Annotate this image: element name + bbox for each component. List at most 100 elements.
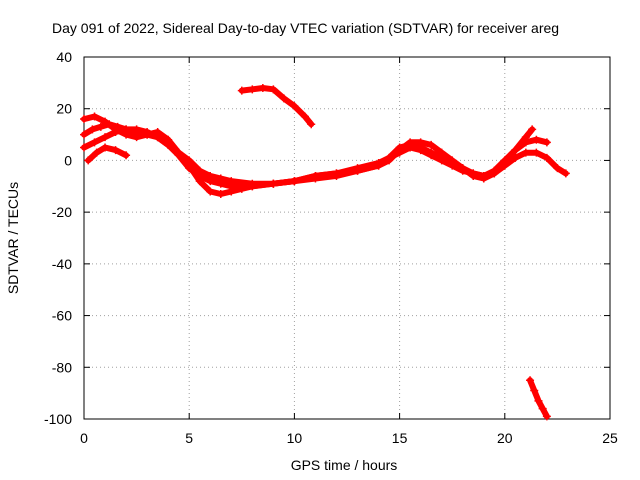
chart-title: Day 091 of 2022, Sidereal Day-to-day VTE…	[52, 20, 559, 36]
data-point	[101, 117, 110, 126]
data-point	[195, 177, 204, 186]
data-point	[469, 169, 478, 178]
y-tick-label: -20	[52, 204, 72, 220]
grid-lines	[84, 57, 610, 419]
data-point	[153, 133, 162, 142]
series-arc-f	[526, 376, 551, 421]
data-point	[521, 138, 530, 147]
data-point	[122, 125, 131, 134]
data-points	[80, 84, 570, 421]
x-tick-label: 15	[392, 430, 408, 446]
series-trace	[238, 85, 315, 128]
data-point	[532, 148, 541, 157]
data-point	[195, 166, 204, 175]
data-point	[528, 125, 537, 134]
series-arc-d	[84, 143, 131, 165]
data-point	[88, 125, 97, 134]
x-tick-label: 25	[602, 430, 618, 446]
y-tick-label: 0	[64, 152, 72, 168]
data-point	[101, 133, 110, 142]
data-point	[416, 143, 425, 152]
data-point	[80, 143, 88, 152]
data-point	[511, 146, 520, 155]
data-point	[96, 122, 105, 131]
data-point	[185, 156, 194, 165]
x-tick-label: 20	[497, 430, 513, 446]
data-point	[406, 140, 415, 149]
data-point	[206, 171, 215, 180]
data-point	[132, 133, 141, 142]
data-point	[90, 138, 99, 147]
data-point	[80, 130, 88, 139]
x-tick-label: 0	[80, 430, 88, 446]
data-point	[227, 187, 236, 196]
data-point	[374, 161, 383, 170]
data-point	[526, 376, 535, 385]
series-arc-c	[80, 125, 570, 188]
y-tick-label: -80	[52, 359, 72, 375]
x-tick-label: 10	[287, 430, 303, 446]
x-tick-label: 5	[185, 430, 193, 446]
data-point	[385, 153, 394, 162]
data-point	[479, 171, 488, 180]
data-point	[532, 135, 541, 144]
plot-frame	[83, 56, 611, 420]
data-point	[437, 153, 446, 162]
data-point	[111, 146, 120, 155]
data-point	[521, 148, 530, 157]
data-point	[290, 177, 299, 186]
data-point	[353, 166, 362, 175]
data-point	[458, 164, 467, 173]
series-trace	[85, 144, 130, 164]
data-point	[542, 138, 551, 147]
data-point	[511, 153, 520, 162]
y-tick-label: -60	[52, 308, 72, 324]
data-point	[122, 151, 131, 160]
data-point	[307, 120, 316, 129]
data-point	[227, 177, 236, 186]
data-point	[80, 115, 88, 124]
data-point	[542, 153, 551, 162]
data-point	[553, 164, 562, 173]
data-point	[216, 190, 225, 199]
data-point	[258, 84, 267, 93]
data-point	[279, 94, 288, 103]
data-point	[534, 396, 543, 405]
data-point	[448, 159, 457, 168]
data-point	[332, 171, 341, 180]
series-trace	[81, 126, 569, 187]
y-tick-label: -100	[44, 411, 72, 427]
data-point	[174, 148, 183, 157]
data-point	[300, 112, 309, 121]
data-point	[101, 143, 110, 152]
data-point	[395, 143, 404, 152]
data-point	[538, 404, 547, 413]
data-point	[206, 187, 215, 196]
data-point	[248, 85, 257, 94]
data-point	[84, 156, 93, 165]
data-point	[143, 127, 152, 136]
y-tick-label: 40	[56, 49, 72, 65]
data-point	[269, 179, 278, 188]
series-arc-b	[80, 112, 551, 199]
data-point	[164, 140, 173, 149]
y-tick-label: -40	[52, 256, 72, 272]
data-point	[490, 169, 499, 178]
y-axis-label: SDTVAR / TECUs	[5, 182, 21, 294]
series-arc-e	[237, 84, 316, 129]
x-axis-label: GPS time / hours	[291, 457, 398, 473]
y-tick-label: 20	[56, 101, 72, 117]
data-point	[542, 412, 551, 421]
data-point	[500, 161, 509, 170]
data-point	[237, 184, 246, 193]
data-point	[90, 112, 99, 121]
data-point	[561, 169, 570, 178]
data-point	[290, 102, 299, 111]
data-point	[92, 148, 101, 157]
data-point	[530, 386, 539, 395]
axis-ticks: 0 5 10 15 20 25 40 20 0 -20 -40 -60 -80 -100	[44, 49, 618, 446]
data-point	[427, 148, 436, 157]
data-point	[216, 174, 225, 183]
data-point	[248, 179, 257, 188]
